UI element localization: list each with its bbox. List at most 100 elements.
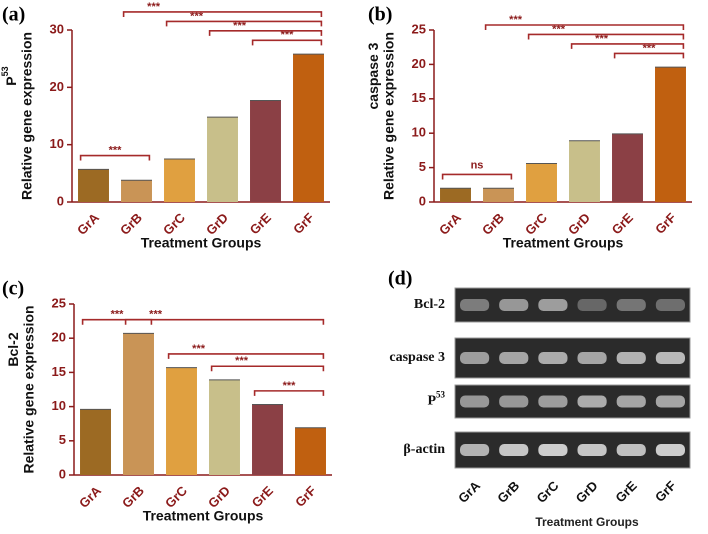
x-tick-label: GrC	[162, 483, 190, 511]
gel-band	[460, 395, 490, 408]
gel-lane-label: GrF	[652, 478, 679, 505]
significance-bracket	[122, 11, 323, 17]
y-tick-label: 5	[419, 159, 426, 174]
significance-label: ***	[111, 309, 125, 321]
bar	[569, 140, 600, 202]
gel-band	[655, 352, 685, 364]
bar	[483, 188, 514, 202]
bar	[612, 133, 643, 202]
gel-lane-label: GrA	[455, 478, 483, 506]
gel-lane-label: GrB	[494, 478, 522, 506]
bar	[250, 100, 281, 202]
bar	[123, 333, 154, 475]
gel-band	[538, 299, 568, 311]
significance-bracket	[251, 39, 323, 46]
x-tick-label: GrA	[76, 483, 104, 511]
gel-band	[499, 352, 529, 364]
significance-label: ***	[192, 343, 206, 355]
significance-label: ***	[509, 14, 523, 26]
significance-bracket	[165, 20, 323, 27]
x-tick-label: GrC	[522, 210, 550, 238]
gel-lane-label: GrE	[612, 478, 640, 506]
gene-label: Bcl-2	[5, 332, 21, 366]
bar	[164, 159, 195, 202]
bar	[293, 54, 324, 202]
x-tick-label: GrF	[652, 210, 679, 237]
bar	[526, 163, 557, 202]
x-axis-label: Treatment Groups	[503, 235, 624, 251]
y-tick-label: 20	[50, 79, 64, 94]
gel-row-label-base: Bcl-2	[414, 297, 445, 312]
panel-label: (b)	[368, 4, 392, 26]
significance-label: ***	[595, 33, 609, 45]
panel-label: (d)	[388, 268, 412, 290]
x-axis-label: Treatment Groups	[143, 508, 264, 524]
x-tick-label: GrA	[436, 210, 464, 238]
bar	[207, 117, 238, 202]
significance-label: ***	[281, 29, 295, 41]
panel-label: (a)	[2, 4, 25, 26]
gel-row-label-base: P	[427, 394, 436, 409]
significance-label: ***	[109, 144, 123, 156]
gel-band	[577, 395, 607, 408]
significance-bracket	[79, 154, 151, 161]
x-tick-label: GrA	[74, 210, 102, 238]
gel-x-label: Treatment Groups	[535, 515, 639, 529]
y-tick-label: 10	[412, 125, 426, 140]
y-tick-label: 5	[59, 432, 66, 447]
gel-band	[616, 299, 646, 311]
y-tick-label: 10	[52, 398, 66, 413]
gel-strip	[454, 287, 691, 323]
gel-band	[460, 299, 490, 311]
gel-band	[538, 352, 568, 364]
gene-label: caspase 3	[365, 42, 381, 109]
gel-band	[499, 444, 529, 456]
bar	[80, 409, 111, 475]
x-tick-label: GrF	[290, 210, 317, 237]
x-axis-label: Treatment Groups	[141, 235, 262, 251]
gene-label-base: Bcl-2	[5, 332, 21, 366]
gel-row-label-sup: 53	[436, 390, 446, 400]
gene-label-base: caspase 3	[365, 42, 381, 109]
gene-label: P53	[0, 66, 18, 85]
y-tick-label: 20	[412, 56, 426, 71]
x-tick-label: GrF	[292, 483, 319, 510]
gel-strip	[454, 384, 691, 419]
significance-label: ***	[147, 1, 161, 13]
gel-row-label-base: caspase 3	[389, 350, 445, 365]
gel-band	[655, 299, 685, 311]
gel-row-label-base: β-actin	[403, 442, 445, 457]
bar	[209, 379, 240, 475]
y-tick-label: 25	[52, 295, 66, 310]
gel-band	[616, 444, 646, 456]
y-tick-label: 10	[50, 136, 64, 151]
panel-label: (c)	[2, 278, 24, 300]
y-tick-label: 30	[50, 21, 64, 36]
y-axis-label: Relative gene expression	[381, 32, 397, 200]
gel-row-label: Bcl-2	[414, 297, 445, 312]
significance-label: ***	[190, 10, 204, 22]
gel-band	[460, 352, 490, 364]
significance-bracket	[124, 318, 325, 325]
gel-band	[499, 299, 529, 311]
gel-band	[460, 444, 490, 456]
significance-label: ***	[235, 355, 249, 367]
y-tick-label: 15	[52, 364, 66, 379]
significance-bracket	[253, 390, 325, 396]
gel-band	[655, 395, 685, 408]
significance-bracket	[484, 24, 685, 31]
significance-bracket	[613, 52, 685, 59]
gene-label-sup: 53	[0, 66, 10, 76]
bar	[440, 188, 471, 202]
gel-band	[577, 299, 607, 311]
gel-band	[538, 395, 568, 408]
gel-row-label: β-actin	[403, 442, 445, 457]
gel-lane-label: GrC	[533, 478, 561, 506]
y-axis-label: Relative gene expression	[19, 32, 35, 200]
significance-label: ***	[552, 23, 566, 35]
x-tick-label: GrC	[160, 210, 188, 238]
gel-row-label: caspase 3	[389, 350, 445, 365]
significance-label: ns	[471, 159, 484, 171]
significance-bracket	[441, 173, 513, 180]
gene-label-base: P	[3, 76, 19, 85]
